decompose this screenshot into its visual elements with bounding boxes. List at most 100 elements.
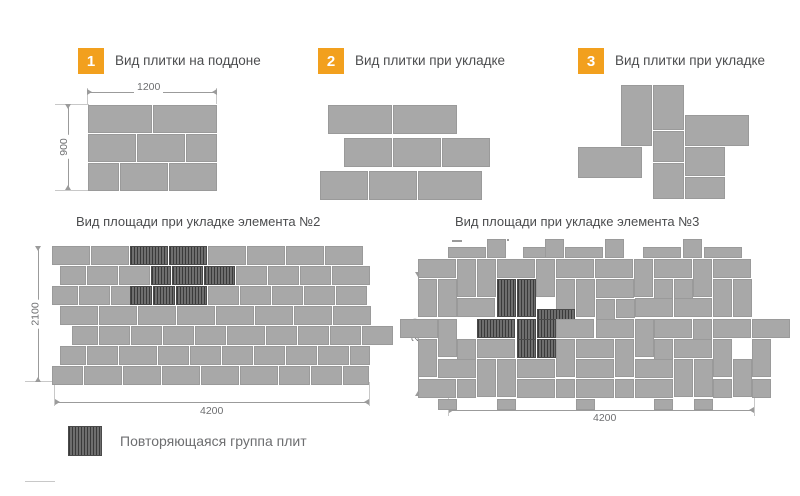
tile bbox=[605, 239, 624, 258]
tile bbox=[418, 339, 437, 377]
tile bbox=[254, 346, 285, 365]
tile bbox=[119, 266, 150, 285]
tile bbox=[123, 366, 161, 385]
tile bbox=[99, 306, 137, 325]
tile bbox=[318, 346, 349, 365]
tile bbox=[177, 306, 215, 325]
tile bbox=[88, 134, 136, 162]
tile bbox=[227, 326, 265, 345]
tile bbox=[52, 366, 83, 385]
tile-highlighted bbox=[172, 266, 203, 285]
tile bbox=[393, 105, 457, 134]
tile bbox=[576, 399, 595, 410]
tile bbox=[393, 138, 441, 167]
tile bbox=[52, 286, 78, 305]
tile bbox=[438, 359, 476, 378]
tile bbox=[497, 399, 516, 410]
tile bbox=[91, 246, 129, 265]
tile bbox=[643, 247, 681, 258]
arrow-icon bbox=[87, 89, 92, 95]
tile bbox=[576, 379, 614, 398]
tile bbox=[457, 379, 476, 398]
tile bbox=[369, 171, 417, 200]
tile bbox=[576, 359, 614, 378]
tile bbox=[565, 247, 603, 258]
arrow-icon bbox=[212, 89, 217, 95]
tile bbox=[325, 246, 363, 265]
tile bbox=[556, 339, 575, 377]
tile-highlighted bbox=[130, 246, 168, 265]
dimension-line-width bbox=[55, 402, 369, 403]
tile bbox=[72, 326, 98, 345]
diagram-laying-3 bbox=[578, 85, 768, 200]
tile bbox=[615, 339, 634, 377]
tile bbox=[222, 346, 253, 365]
header-item-3: 3 Вид плитки при укладке bbox=[578, 48, 765, 74]
tile bbox=[300, 266, 331, 285]
section-title-2: Вид площади при укладке элемента №2 bbox=[76, 214, 321, 229]
tile-highlighted bbox=[204, 266, 235, 285]
ext-line bbox=[216, 88, 217, 104]
tile bbox=[685, 147, 725, 176]
tile bbox=[685, 177, 725, 199]
tile bbox=[621, 85, 652, 146]
tile-highlighted bbox=[517, 339, 536, 358]
badge-number-2: 2 bbox=[318, 48, 344, 74]
tile bbox=[713, 379, 732, 398]
tile bbox=[137, 134, 185, 162]
tile-highlighted bbox=[153, 286, 175, 305]
tile bbox=[84, 366, 122, 385]
tile bbox=[79, 286, 110, 305]
tile bbox=[635, 319, 654, 357]
ext-line bbox=[369, 382, 370, 406]
tile bbox=[517, 379, 555, 398]
tile bbox=[138, 306, 176, 325]
tile bbox=[536, 259, 555, 297]
tile bbox=[153, 105, 217, 133]
tile bbox=[328, 105, 392, 134]
tile-highlighted bbox=[477, 319, 515, 338]
tile-highlighted bbox=[151, 266, 171, 285]
tile bbox=[653, 131, 684, 162]
tile bbox=[615, 379, 634, 398]
ext-line bbox=[754, 386, 755, 416]
tile bbox=[240, 286, 271, 305]
tile bbox=[255, 306, 293, 325]
arrow-icon bbox=[35, 246, 41, 251]
tile bbox=[653, 85, 684, 130]
legend-label: Повторяющаяся группа плит bbox=[120, 433, 307, 449]
tile bbox=[158, 346, 189, 365]
tile bbox=[674, 359, 693, 397]
tile bbox=[60, 346, 86, 365]
tile bbox=[343, 366, 369, 385]
tile bbox=[286, 246, 324, 265]
ext-line bbox=[55, 190, 89, 191]
tile-highlighted bbox=[517, 279, 536, 317]
tile bbox=[693, 259, 712, 297]
tile bbox=[236, 266, 267, 285]
tile bbox=[60, 266, 86, 285]
tile bbox=[418, 279, 437, 317]
tile bbox=[272, 286, 303, 305]
tile bbox=[654, 259, 692, 278]
tile bbox=[266, 326, 297, 345]
ext-line bbox=[55, 104, 89, 105]
tile bbox=[596, 319, 634, 338]
tile bbox=[477, 259, 496, 297]
arrow-icon bbox=[65, 104, 71, 109]
tile bbox=[556, 379, 575, 398]
tile bbox=[208, 246, 246, 265]
tile bbox=[87, 346, 118, 365]
ext-line bbox=[87, 88, 88, 104]
arrow-icon bbox=[55, 399, 60, 405]
header-label-2: Вид плитки при укладке bbox=[355, 53, 506, 68]
tile bbox=[304, 286, 335, 305]
tile bbox=[556, 319, 594, 338]
tile bbox=[336, 286, 367, 305]
tile bbox=[88, 163, 119, 191]
tile bbox=[635, 298, 673, 317]
tile bbox=[268, 266, 299, 285]
tile bbox=[294, 306, 332, 325]
tile bbox=[507, 239, 509, 241]
tile bbox=[120, 163, 168, 191]
